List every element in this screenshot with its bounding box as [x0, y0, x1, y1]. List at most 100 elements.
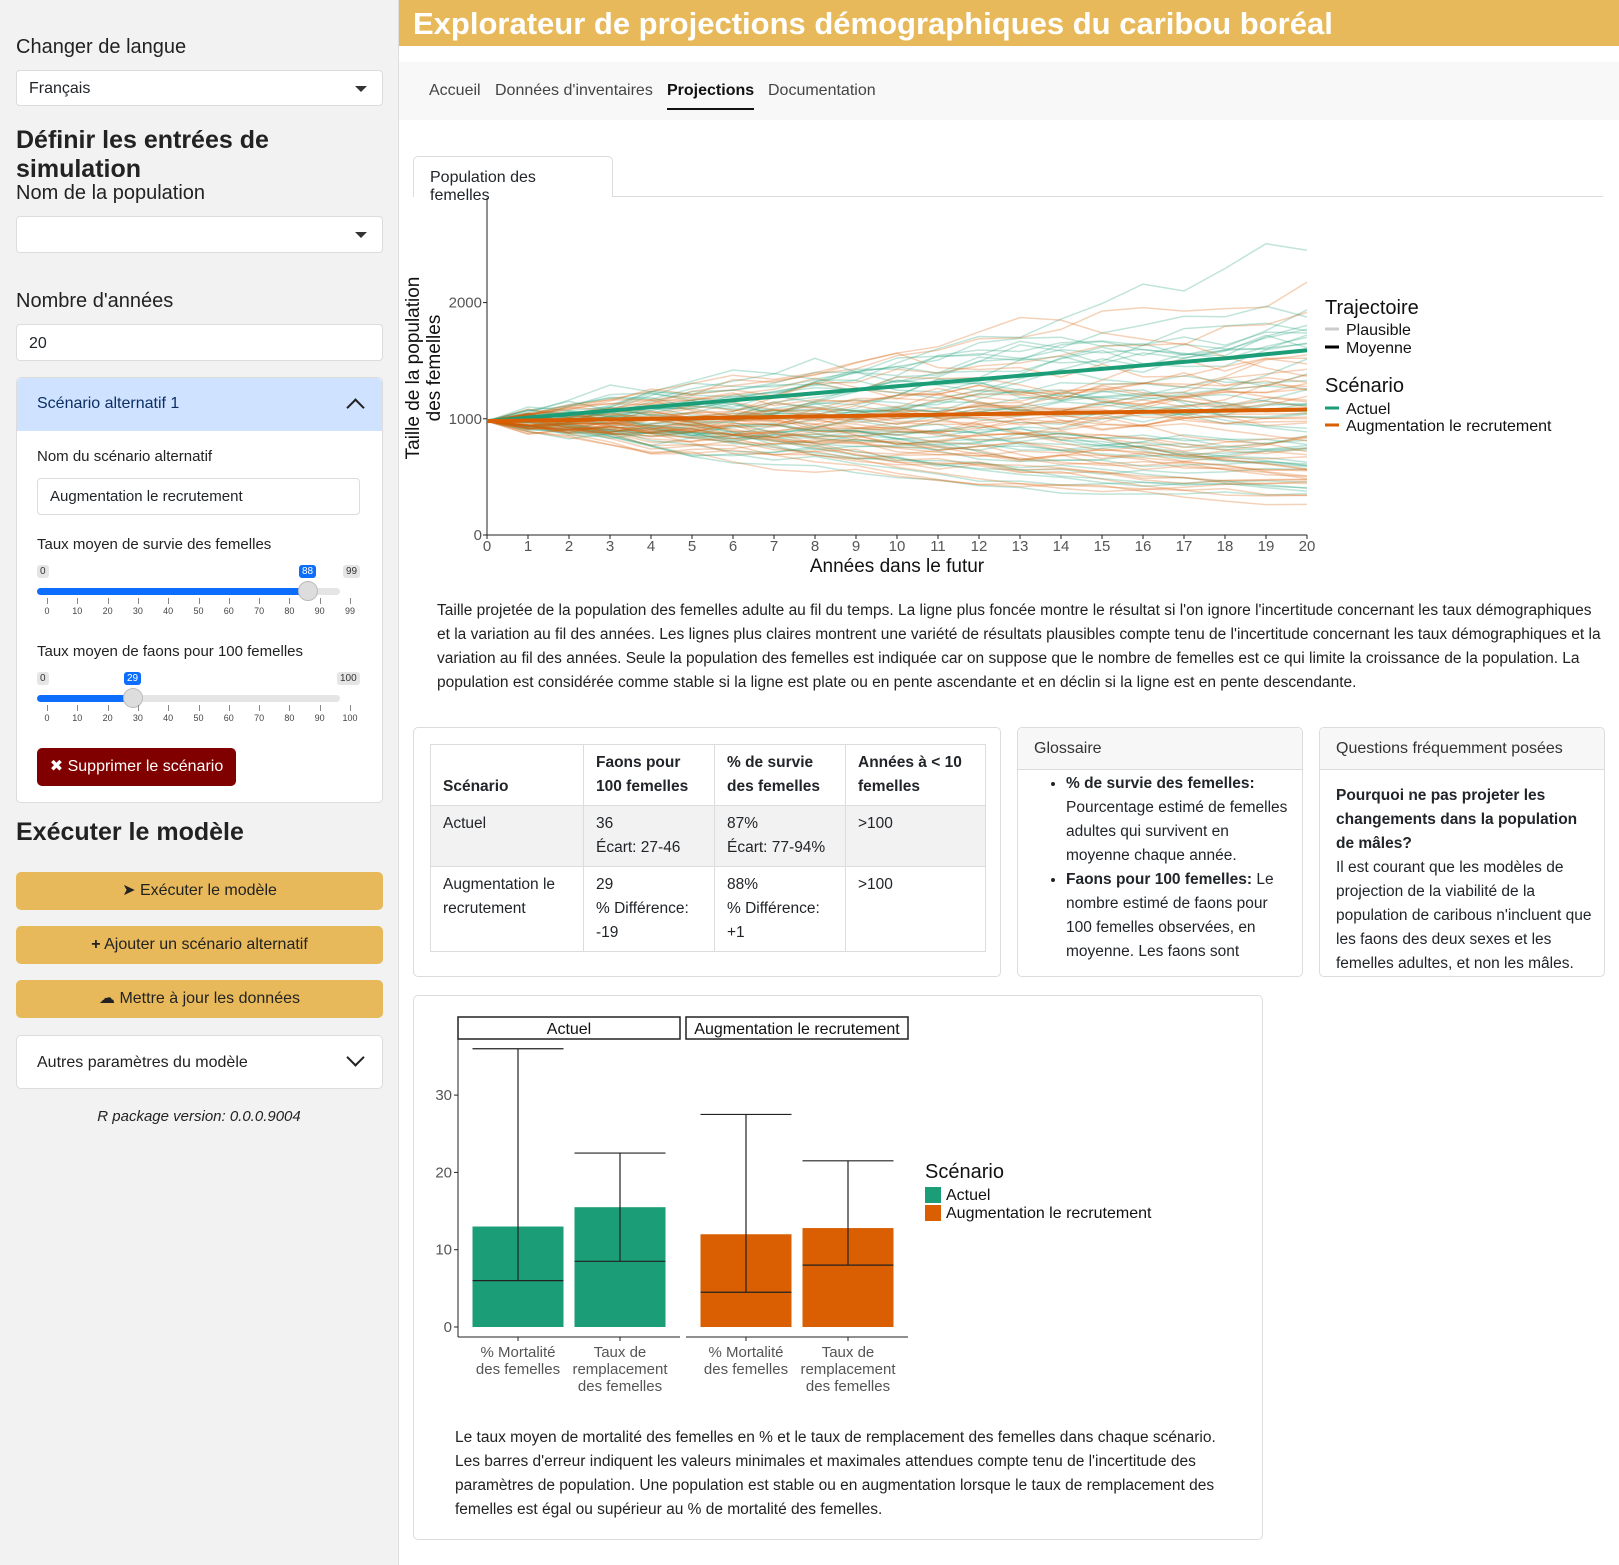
slider-tick-label: 60	[223, 713, 234, 723]
survival-slider-fill	[37, 588, 308, 595]
run-model-button[interactable]: ➤ Exécuter le modèle	[16, 872, 383, 910]
slider-tick-label: 10	[72, 713, 83, 723]
plausible-trajectory-line	[486, 420, 1308, 460]
slider-tick-label: 30	[132, 606, 143, 616]
mean-trajectory-line	[486, 407, 1308, 424]
delete-scenario-button[interactable]: ✖ Supprimer le scénario	[37, 748, 236, 786]
scenario-accordion: Scénario alternatif 1 Nom du scénario al…	[16, 377, 383, 803]
faq-question: Pourquoi ne pas projeter les changements…	[1336, 787, 1578, 852]
slider-tick-label: 80	[284, 606, 295, 616]
x-tick-label: 0	[483, 538, 491, 555]
plausible-trajectory-line	[486, 412, 1308, 452]
legend-title: Scénario	[925, 1161, 1004, 1183]
slider-tick-label: 40	[163, 606, 174, 616]
plausible-trajectory-line	[486, 322, 1308, 422]
plausible-trajectory-line	[486, 420, 1308, 506]
slider-tick	[168, 705, 170, 711]
calves-slider-track[interactable]	[37, 695, 340, 702]
plausible-trajectory-line	[486, 334, 1308, 422]
glossary-item: Faons pour 100 femelles: Le nombre estim…	[1066, 868, 1288, 964]
legend-label: Moyenne	[1346, 340, 1412, 357]
glossary-definition: Pourcentage estimé de femelles adultes q…	[1066, 799, 1288, 864]
tab-projections[interactable]: Projections	[667, 82, 755, 110]
y-tick-label: 10	[435, 1242, 452, 1259]
slider-tick-label: 70	[254, 713, 265, 723]
subtab-female-population[interactable]: Population des femelles	[413, 156, 613, 204]
chevron-up-icon	[346, 398, 365, 417]
legend-swatch	[925, 1205, 941, 1221]
x-tick-label: % Mortalité des femelles	[476, 1344, 560, 1378]
facet-strip	[457, 1016, 681, 1040]
update-data-button[interactable]: ☁ Mettre à jour les données	[16, 980, 383, 1018]
legend-label: Plausible	[1346, 322, 1411, 339]
slider-tick	[168, 598, 170, 604]
x-tick-label: % Mortalité des femelles	[704, 1344, 788, 1378]
population-select[interactable]	[16, 216, 383, 253]
x-tick-label: 19	[1258, 538, 1275, 555]
scenario-name-input[interactable]: Augmentation le recrutement	[37, 478, 360, 515]
slider-tick	[350, 705, 351, 711]
table-header-cell: Faons pour 100 femelles	[583, 744, 715, 806]
scenario-accordion-header[interactable]: Scénario alternatif 1	[17, 378, 382, 431]
slider-tick	[289, 598, 291, 604]
language-select[interactable]: Français	[16, 70, 383, 106]
slider-tick	[107, 705, 109, 711]
sidebar: Changer de langue Français Définir les e…	[0, 0, 399, 1565]
plausible-trajectory-line	[486, 420, 1308, 497]
x-tick-label: 18	[1217, 538, 1234, 555]
legend-label: Augmentation le recrutement	[946, 1205, 1152, 1222]
table-header-cell: Années à < 10 femelles	[845, 744, 986, 806]
years-input[interactable]: 20	[16, 324, 383, 361]
plausible-trajectory-line	[486, 342, 1308, 422]
plausible-trajectory-line	[486, 305, 1308, 428]
slider-tick	[198, 598, 200, 604]
plausible-trajectory-line	[486, 414, 1308, 465]
slider-tick-label: 40	[163, 713, 174, 723]
subtab-divider	[413, 196, 1603, 197]
plausible-trajectory-line	[486, 420, 1308, 485]
plausible-trajectory-line	[486, 420, 1308, 493]
plausible-trajectory-line	[486, 395, 1308, 444]
tab-documentation[interactable]: Documentation	[768, 82, 876, 99]
table-header-cell: % de survie des femelles	[714, 744, 846, 806]
plausible-trajectory-line	[486, 385, 1308, 422]
table-cell: >100	[845, 866, 986, 952]
slider-tick-label: 60	[223, 606, 234, 616]
other-params-accordion[interactable]: Autres paramètres du modèle	[16, 1035, 383, 1089]
plausible-trajectory-line	[486, 420, 1308, 480]
y-tick-label: 1000	[449, 411, 482, 428]
bar-chart-caption: Le taux moyen de mortalité des femelles …	[455, 1429, 1216, 1518]
faq-body: Pourquoi ne pas projeter les changements…	[1336, 784, 1592, 976]
faq-card: Questions fréquemment posées Pourquoi ne…	[1319, 727, 1605, 977]
legend-label: Actuel	[1346, 401, 1390, 418]
plausible-trajectory-line	[486, 415, 1308, 493]
survival-slider-handle[interactable]	[298, 581, 318, 601]
tab-accueil[interactable]: Accueil	[429, 82, 481, 99]
plus-icon: +	[91, 936, 101, 953]
plausible-trajectory-line	[486, 408, 1308, 439]
plausible-trajectory-line	[486, 388, 1308, 433]
table-cell: Actuel	[430, 805, 584, 867]
calves-value-badge: 29	[124, 672, 142, 685]
x-tick-label: 17	[1176, 538, 1193, 555]
language-value: Français	[29, 80, 91, 97]
plausible-trajectory-line	[486, 382, 1308, 431]
plausible-trajectory-line	[486, 417, 1308, 442]
slider-tick-label: 100	[342, 713, 358, 723]
plausible-trajectory-line	[486, 412, 1308, 456]
chevron-down-icon	[355, 232, 367, 238]
table-header-row: Scénario Faons pour 100 femelles % de su…	[430, 744, 986, 806]
calves-slider-handle[interactable]	[123, 688, 143, 708]
plausible-trajectory-line	[486, 404, 1308, 437]
tab-donnees[interactable]: Données d'inventaires	[495, 82, 653, 99]
x-axis-title: Années dans le futur	[810, 556, 985, 577]
plausible-trajectory-line	[486, 409, 1308, 442]
glossary-definition: Le nombre estimé de faons pour 100 femel…	[1066, 871, 1274, 960]
plausible-trajectory-line	[486, 309, 1308, 422]
y-tick-label: 0	[474, 527, 482, 544]
survival-label: Taux moyen de survie des femelles	[37, 536, 272, 553]
plausible-trajectory-line	[486, 412, 1308, 470]
plausible-trajectory-line	[486, 379, 1308, 422]
x-tick-label: Taux de remplacement des femelles	[800, 1344, 896, 1395]
add-scenario-button[interactable]: + Ajouter un scénario alternatif	[16, 926, 383, 964]
